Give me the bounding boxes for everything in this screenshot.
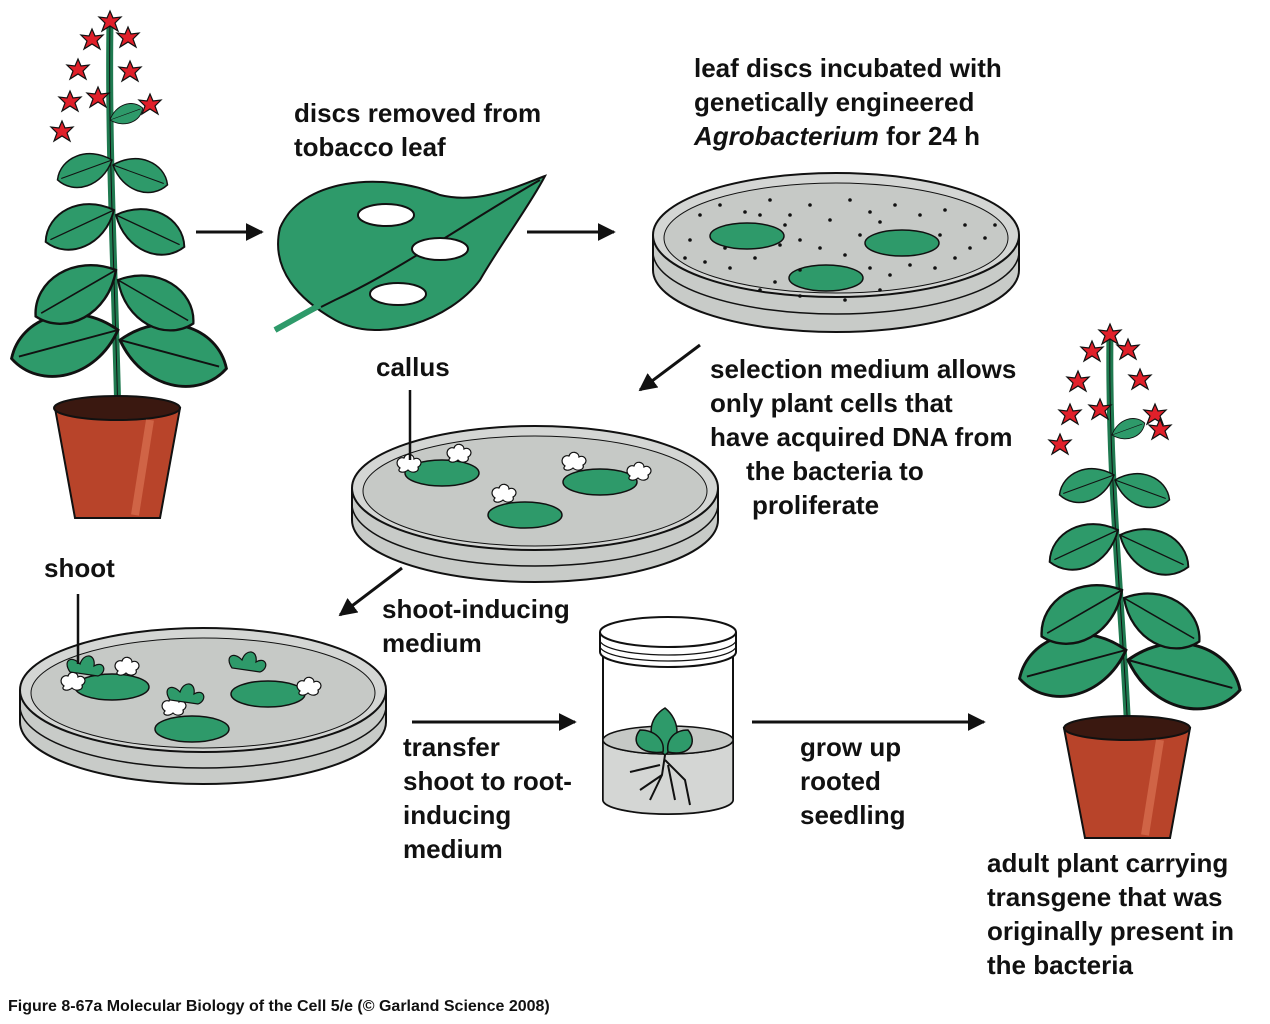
label-callus: callus bbox=[376, 352, 450, 382]
label-transfer: transfer shoot to root- inducing medium bbox=[403, 732, 572, 864]
label-incubated: leaf discs incubated with genetically en… bbox=[694, 53, 1002, 151]
arrow-3 bbox=[638, 343, 701, 392]
arrow-4 bbox=[338, 566, 403, 617]
petri-dish-callus bbox=[351, 390, 719, 583]
jar-rooted-seedling bbox=[599, 616, 737, 815]
tobacco-plant-right bbox=[1010, 323, 1250, 839]
petri-dish-incubation bbox=[652, 172, 1020, 333]
label-adult-plant: adult plant carrying transgene that was … bbox=[987, 848, 1235, 980]
tobacco-leaf bbox=[273, 174, 548, 333]
petri-dish-shoot bbox=[19, 594, 387, 785]
tobacco-plant-left bbox=[2, 10, 236, 519]
label-discs-removed: discs removed from tobacco leaf bbox=[294, 98, 542, 162]
label-selection: selection medium allows only plant cells… bbox=[710, 354, 1017, 520]
label-shoot: shoot bbox=[44, 553, 115, 583]
figure-caption: Figure 8-67a Molecular Biology of the Ce… bbox=[8, 998, 550, 1015]
label-grow-up: grow up rooted seedling bbox=[800, 732, 906, 830]
label-shoot-inducing: shoot-inducing medium bbox=[382, 594, 570, 658]
